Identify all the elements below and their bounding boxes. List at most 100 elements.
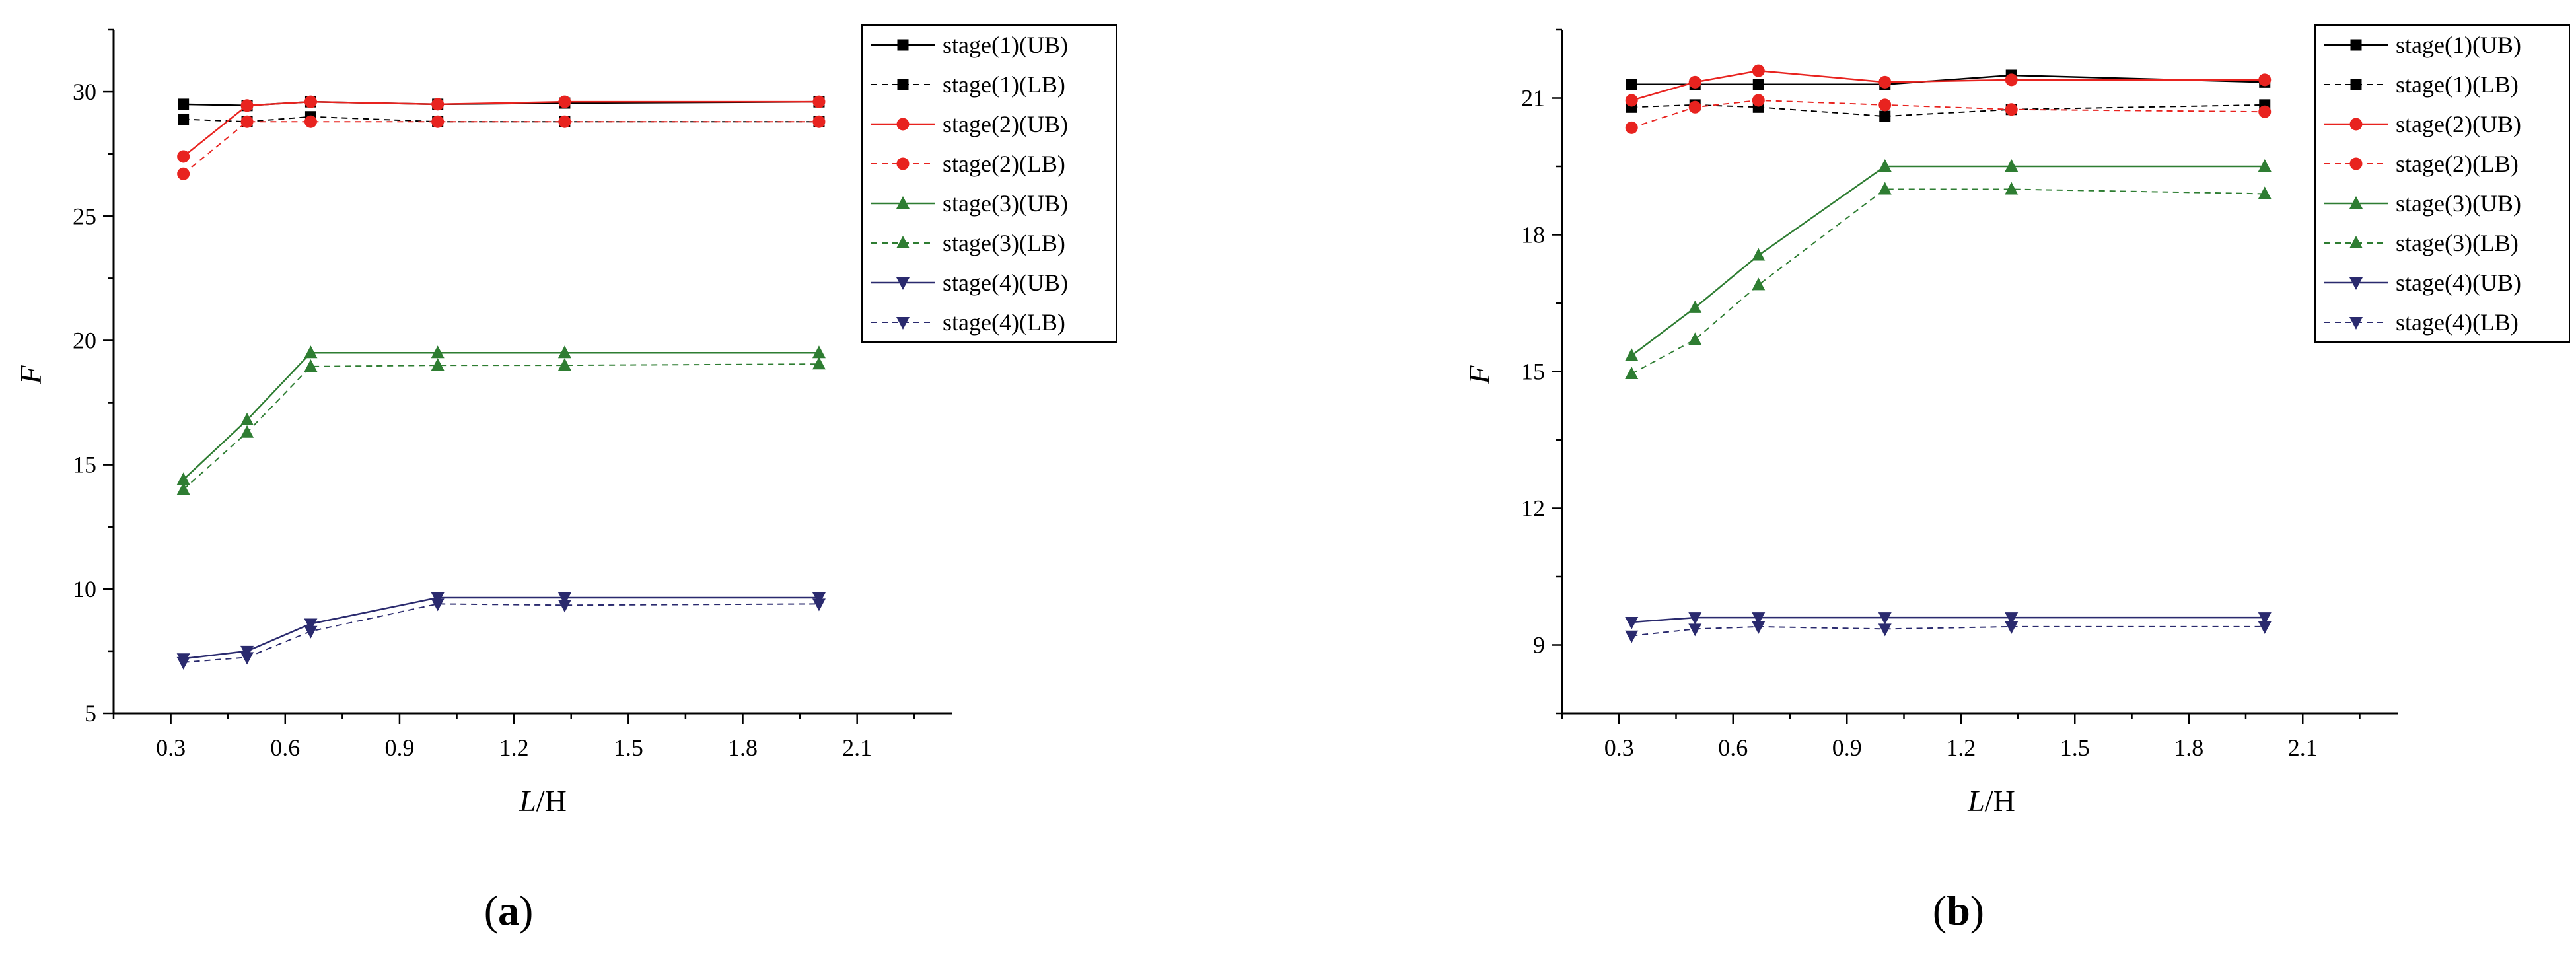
legend-label: stage(1)(LB) — [943, 71, 1065, 98]
legend-label: stage(1)(UB) — [2396, 32, 2521, 58]
data-point — [2258, 159, 2272, 172]
legend-label: stage(1)(LB) — [2396, 71, 2519, 98]
data-point — [176, 656, 190, 670]
x-tick-label: 1.5 — [2060, 734, 2090, 761]
data-point — [1625, 366, 1639, 379]
series-stage(4)(UB) — [176, 592, 826, 666]
data-point — [1688, 300, 1702, 313]
data-point — [177, 150, 190, 163]
data-point — [304, 618, 318, 631]
y-tick-label: 9 — [1533, 632, 1545, 658]
series-line — [1631, 99, 2265, 129]
data-point — [812, 345, 826, 359]
panel-label-open: ( — [484, 887, 498, 934]
legend-box — [2314, 24, 2570, 343]
data-point — [2258, 621, 2272, 634]
legend-marker — [2349, 236, 2363, 248]
data-point — [1688, 623, 1702, 637]
legend-label: stage(4)(LB) — [2396, 309, 2519, 336]
data-point — [1878, 182, 1892, 195]
y-axis-title: F — [1462, 365, 1496, 385]
y-tick-label: 12 — [1521, 495, 1545, 522]
data-point — [1688, 332, 1702, 345]
legend-marker — [2349, 196, 2363, 209]
panel-label-letter: b — [1947, 887, 1970, 934]
panel-label-close: ) — [1970, 887, 1984, 934]
series-line — [183, 121, 819, 175]
legend-marker — [896, 317, 910, 330]
series-stage(2)(LB) — [1625, 94, 2272, 134]
y-tick-label: 15 — [73, 452, 96, 478]
data-point — [178, 113, 190, 125]
legend-label: stage(3)(LB) — [943, 230, 1065, 256]
data-point — [557, 600, 571, 613]
data-point — [1625, 121, 1638, 134]
data-point — [176, 472, 190, 485]
data-point — [304, 625, 318, 639]
y-tick-label: 15 — [1521, 359, 1545, 385]
data-point — [558, 95, 571, 108]
series-line — [183, 596, 819, 660]
x-tick-label: 0.3 — [156, 734, 186, 761]
data-point — [1625, 94, 1638, 107]
data-point — [431, 98, 445, 111]
series-line — [182, 100, 819, 157]
data-point — [557, 345, 571, 359]
series-stage(2)(LB) — [177, 115, 826, 180]
data-point — [1688, 612, 1702, 625]
legend-marker — [896, 236, 910, 248]
legend-label: stage(3)(UB) — [943, 190, 1068, 217]
data-point — [431, 598, 445, 612]
legend-label: stage(4)(UB) — [943, 269, 1068, 296]
y-tick-label: 25 — [73, 203, 96, 229]
x-tick-label: 1.2 — [1946, 734, 1976, 761]
series-line — [1631, 165, 2265, 357]
y-tick-label: 21 — [1521, 85, 1545, 112]
series-line — [1631, 69, 2265, 102]
legend-label: stage(3)(UB) — [2396, 190, 2521, 217]
x-axis-title-rest: /H — [1985, 784, 2015, 818]
data-point — [2005, 103, 2018, 116]
data-point — [431, 358, 445, 371]
series-stage(4)(UB) — [1625, 612, 2272, 629]
x-tick-label: 2.1 — [2288, 734, 2318, 761]
data-point — [812, 357, 826, 370]
data-point — [2005, 159, 2019, 172]
x-tick-label: 1.5 — [614, 734, 643, 761]
data-point — [1879, 110, 1891, 122]
data-point — [1752, 79, 1764, 90]
data-point — [1752, 612, 1766, 625]
data-point — [240, 652, 254, 665]
legend-marker — [2350, 39, 2362, 51]
data-point — [1878, 612, 1892, 625]
panel-label-open: ( — [1933, 887, 1947, 934]
legend-marker — [896, 118, 910, 131]
data-point — [2258, 612, 2272, 625]
legend-marker — [2350, 79, 2362, 90]
data-point — [240, 412, 254, 425]
legend-marker — [896, 196, 910, 209]
legend-label: stage(2)(LB) — [943, 151, 1065, 177]
data-point — [2005, 182, 2019, 195]
x-tick-label: 1.2 — [499, 734, 529, 761]
legend-label: stage(4)(LB) — [943, 309, 1065, 336]
legend-marker — [896, 157, 910, 170]
series-line — [1631, 616, 2265, 623]
x-tick-label: 2.1 — [842, 734, 872, 761]
x-axis-title-italic: L — [1967, 784, 1985, 818]
legend: stage(1)(UB) stage(1)(LB) stage(2)(UB) stag… — [2314, 24, 2570, 343]
data-point — [177, 167, 190, 180]
x-axis-title: L/H — [1967, 784, 2015, 818]
legend-marker — [2349, 317, 2363, 330]
data-point — [431, 115, 445, 128]
x-tick-label: 1.8 — [2174, 734, 2203, 761]
data-point — [178, 98, 190, 110]
data-point — [557, 358, 571, 371]
legend-marker — [2349, 118, 2363, 131]
legend-box — [861, 24, 1117, 343]
y-tick-label: 10 — [73, 576, 96, 602]
data-point — [558, 115, 571, 128]
data-point — [2258, 105, 2272, 118]
data-point — [1752, 248, 1766, 261]
